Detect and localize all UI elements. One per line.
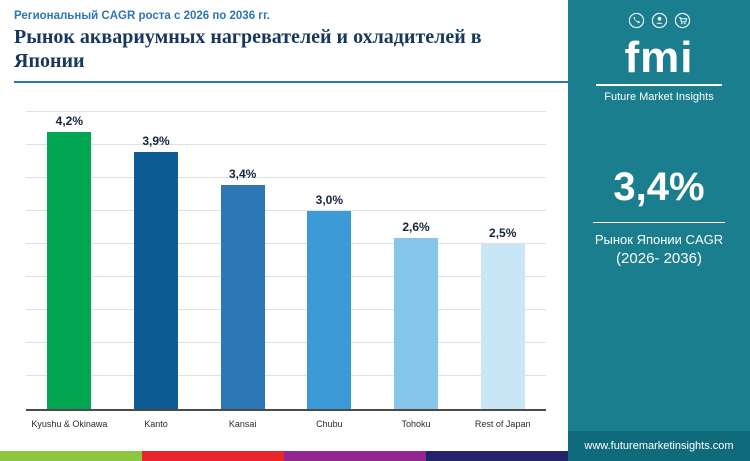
bar-value-label: 3,4% (229, 166, 257, 181)
logo-rule (596, 84, 722, 86)
main-panel: Региональный CAGR роста с 2026 по 2036 г… (0, 0, 568, 461)
bar-value-label: 2,5% (489, 226, 517, 241)
category-label: Rest of Japan (474, 419, 531, 429)
gridline (26, 243, 546, 245)
bar (134, 151, 178, 409)
fmi-logo: fmi Future Market Insights (596, 12, 722, 103)
category-label: Kyushu & Okinawa (31, 419, 108, 429)
page-title: Рынок аквариумных нагревателей и охладит… (14, 26, 482, 72)
bar-value-label: 3,9% (142, 133, 170, 148)
strip-segment (142, 451, 284, 461)
website-link[interactable]: www.futuremarketinsights.com (584, 440, 734, 452)
bar-columns: 4,2% 3,9% 3,4% 3,0% 2,6% 2,5% (26, 99, 546, 409)
bar-value-label: 3,0% (315, 193, 344, 208)
bar-column: 2,6% (373, 99, 460, 409)
gridline (26, 177, 546, 179)
category-label: Chubu (316, 419, 343, 429)
bar-column: 3,0% (286, 99, 373, 409)
cagr-value: 3,4% (613, 165, 705, 209)
logo-icons (596, 12, 722, 34)
bar-column: 4,2% (26, 99, 113, 409)
chart-subtitle: Региональный CAGR роста с 2026 по 2036 г… (14, 10, 270, 22)
cagr-highlight: 3,4% Рынок Японии CAGR (2026- 2036) (593, 165, 725, 267)
bar (480, 244, 525, 409)
bar-column: 3,9% (113, 99, 200, 409)
gridline (26, 111, 546, 113)
highlight-rule (593, 222, 725, 223)
strip-segment (0, 451, 142, 461)
gridline (26, 210, 546, 212)
bar (220, 184, 265, 409)
website-band: www.futuremarketinsights.com (568, 431, 750, 461)
header-divider (14, 81, 568, 83)
strip-segment (426, 451, 568, 461)
plot-area: 4,2% 3,9% 3,4% 3,0% 2,6% 2,5% (26, 99, 546, 411)
phone-icon (628, 12, 645, 34)
bar-column: 2,5% (459, 99, 546, 409)
category-label: Kanto (144, 419, 168, 429)
category-x-labels: Kyushu & Okinawa Kanto Kansai Chubu Tohoku Re… (26, 411, 546, 437)
cart-icon (674, 12, 691, 34)
category-label: Kansai (228, 419, 257, 429)
person-icon (651, 12, 668, 34)
footer-color-strip (0, 451, 568, 461)
bar (307, 211, 352, 409)
brand-sidebar: fmi Future Market Insights 3,4% Рынок Яп… (568, 0, 750, 461)
gridline (26, 375, 546, 377)
bar-value-label: 2,6% (402, 219, 430, 234)
gridline (26, 276, 546, 278)
logo-caption: Future Market Insights (604, 91, 714, 103)
cagr-label-line1: Рынок Японии CAGR (594, 232, 724, 247)
bar-column: 3,4% (199, 99, 286, 409)
strip-segment (284, 451, 426, 461)
logo-wordmark: fmi (624, 33, 694, 82)
bar (394, 237, 439, 409)
header: Региональный CAGR роста с 2026 по 2036 г… (0, 0, 568, 73)
category-label: Tohoku (401, 419, 431, 429)
gridline (26, 342, 546, 344)
cagr-label-line2: (2026- 2036) (616, 250, 702, 267)
bar-chart: 4,2% 3,9% 3,4% 3,0% 2,6% 2,5% Kyushu & Okinaw… (26, 99, 546, 437)
bar (47, 131, 92, 409)
bar-value-label: 4,2% (55, 113, 84, 128)
gridline (26, 144, 546, 146)
gridline (26, 309, 546, 311)
